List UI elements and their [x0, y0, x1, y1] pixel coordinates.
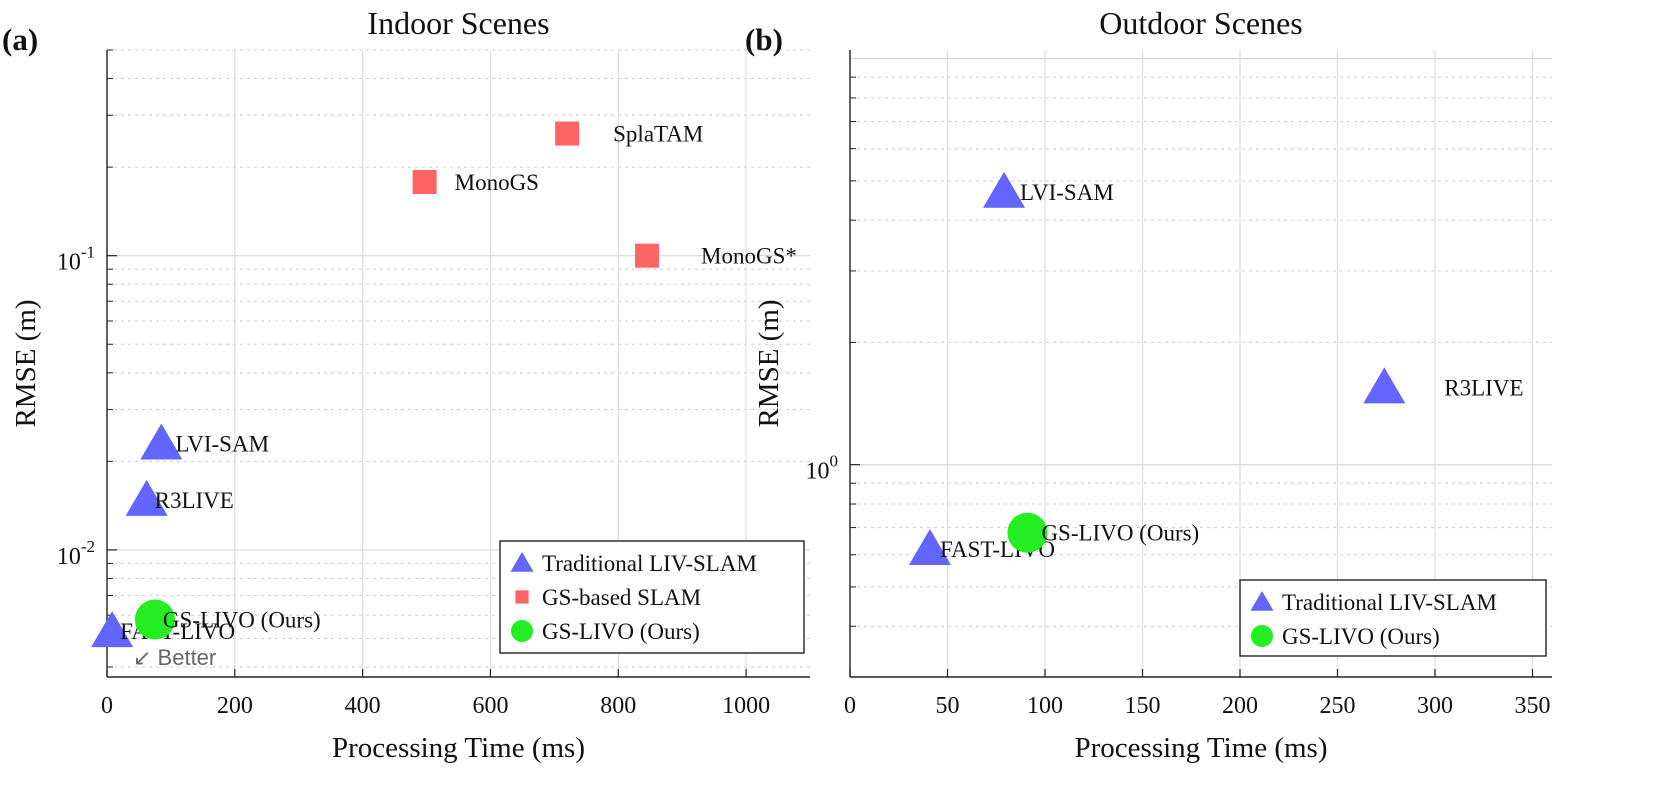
panel-b-point-label-gs-livo-ours: GS-LIVO (Ours)	[1041, 521, 1199, 546]
panel-a-point-monogs	[635, 243, 660, 268]
panel-b-x-axis-label: Processing Time (ms)	[1075, 732, 1328, 764]
panel-a-point-splatam	[555, 121, 580, 146]
panel-b-y-axis-label: RMSE (m)	[753, 299, 785, 427]
panel-a-x-tick-label: 1000	[722, 693, 770, 719]
panel-a-point-label-splatam: SplaTAM	[613, 122, 703, 147]
panel-a-legend-label-ours: GS-LIVO (Ours)	[542, 619, 700, 644]
panel-b-legend: Traditional LIV-SLAM GS-LIVO (Ours)	[1239, 579, 1547, 657]
panel-a-x-tick-label: 0	[101, 693, 113, 719]
panel-a-legend: Traditional LIV-SLAM GS-based SLAM GS-LIVO…	[499, 540, 805, 654]
panel-b-x-tick-label: 350	[1515, 693, 1551, 719]
panel-b-x-tick-label: 150	[1125, 693, 1161, 719]
panel-b-legend-label-traditional: Traditional LIV-SLAM	[1282, 590, 1497, 615]
panel-b-legend-marker-traditional	[1250, 591, 1274, 611]
panel-b-point-fast-livo	[908, 528, 951, 565]
panel-b-point-label-r3live: R3LIVE	[1444, 375, 1523, 400]
panel-a-point-r3live	[125, 479, 168, 516]
panel-a-legend-box	[499, 540, 805, 654]
panel-a-legend-marker-ours	[511, 620, 533, 642]
panel-a-point-label-gs-livo-ours: GS-LIVO (Ours)	[163, 608, 321, 633]
panel-a-x-tick-label: 800	[600, 693, 636, 719]
panel-a-x-tick-label: 400	[345, 693, 381, 719]
panel-a-x-tick-label: 200	[217, 693, 253, 719]
panel-b-x-tick-label: 300	[1417, 693, 1453, 719]
panel-b-x-tick-label: 50	[936, 693, 960, 719]
panel-a-better-annotation: ↙ Better	[133, 645, 216, 670]
panel-a-x-tick-label: 600	[472, 693, 508, 719]
panel-b-legend-label-ours: GS-LIVO (Ours)	[1282, 624, 1440, 649]
panel-b-point-gs-livo-ours	[1007, 512, 1048, 553]
panel-a-point-monogs	[412, 169, 437, 194]
panel-b-title: Outdoor Scenes	[1099, 5, 1303, 41]
panel-a-legend-marker-traditional	[510, 552, 534, 572]
panel-b-x-tick-label: 200	[1222, 693, 1258, 719]
panel-a-x-axis-label: Processing Time (ms)	[332, 732, 585, 764]
panel-b-chart: 0 50 100 150 200 250 300 350 100 Outdoor Scenes (b…	[745, 5, 1552, 764]
panel-a-y-tick-label: 10-2	[57, 537, 95, 570]
panel-b-legend-box	[1239, 579, 1547, 657]
panel-a-legend-marker-gs	[515, 590, 529, 604]
panel-b-x-tick-label: 250	[1320, 693, 1356, 719]
panel-a-panel-label: (a)	[2, 22, 38, 57]
panel-b-y-tick-label: 100	[806, 452, 839, 485]
panel-a-point-label-r3live: R3LIVE	[155, 488, 234, 513]
panel-b-x-tick-label: 0	[844, 693, 856, 719]
panel-a-point-fast-livo	[91, 611, 134, 648]
panel-a-y-tick-label: 10-1	[57, 243, 95, 276]
panel-b-point-r3live	[1363, 367, 1406, 404]
panel-a-point-lvi-sam	[140, 423, 183, 460]
panel-a-point-label-monogs: MonoGS	[455, 170, 539, 195]
panel-b-point-label-lvi-sam: LVI-SAM	[1020, 180, 1114, 205]
panel-b-point-lvi-sam	[983, 171, 1026, 208]
panel-a-point-label-monogs: MonoGS*	[701, 244, 797, 269]
panel-a-chart: 0 200 400 600 800 1000 10-2 10-1 Indoor Scenes (a…	[2, 5, 810, 764]
panel-b-x-tick-label: 100	[1027, 693, 1063, 719]
panel-a-title: Indoor Scenes	[367, 5, 549, 41]
panel-b-legend-marker-ours	[1251, 625, 1273, 647]
panel-b-panel-label: (b)	[745, 22, 783, 57]
panel-a-point-label-lvi-sam: LVI-SAM	[175, 431, 269, 456]
panel-a-legend-label-gs: GS-based SLAM	[542, 585, 701, 610]
panel-a-y-axis-label: RMSE (m)	[10, 299, 42, 427]
panel-a-point-gs-livo-ours	[134, 599, 175, 640]
panel-a-legend-label-traditional: Traditional LIV-SLAM	[542, 551, 757, 576]
